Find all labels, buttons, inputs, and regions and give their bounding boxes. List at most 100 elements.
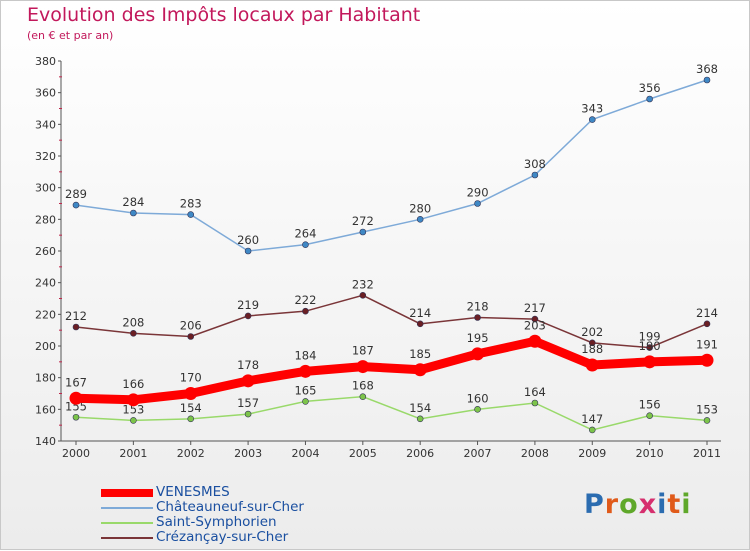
- data-label: 153: [122, 402, 144, 416]
- data-label: 156: [639, 398, 661, 412]
- legend-swatch: [101, 489, 153, 497]
- data-label: 260: [237, 233, 259, 247]
- data-label: 272: [352, 214, 374, 228]
- data-point: [359, 228, 367, 236]
- data-label: 208: [122, 315, 144, 329]
- logo-letter: o: [619, 489, 639, 520]
- data-point: [187, 211, 195, 218]
- data-label: 290: [467, 186, 489, 200]
- data-label: 217: [524, 301, 546, 315]
- data-point: [244, 410, 252, 418]
- data-label: 153: [696, 402, 718, 416]
- series-line: [71, 336, 712, 405]
- data-label: 178: [237, 358, 259, 372]
- data-point: [298, 364, 312, 378]
- data-point: [588, 339, 596, 347]
- y-tick-label: 340: [35, 118, 56, 131]
- data-label: 187: [352, 344, 374, 358]
- data-point: [359, 393, 367, 400]
- data-point: [703, 320, 711, 328]
- data-point: [184, 387, 198, 400]
- data-point: [471, 347, 485, 361]
- data-point: [646, 95, 653, 103]
- series-line: [75, 395, 708, 431]
- data-point: [643, 355, 657, 369]
- data-label: 212: [65, 309, 87, 323]
- logo-letter: i: [657, 489, 668, 520]
- data-label: 185: [409, 347, 431, 361]
- data-label: 368: [696, 62, 718, 76]
- data-point: [413, 363, 427, 377]
- x-tick-label: 2001: [119, 447, 147, 460]
- data-point: [302, 398, 309, 405]
- data-point: [130, 417, 137, 424]
- data-label: 284: [122, 195, 144, 209]
- x-tick-label: 2002: [177, 447, 205, 460]
- x-tick-label: 2009: [578, 447, 606, 460]
- data-point: [244, 247, 252, 255]
- y-tick-label: 260: [35, 245, 56, 258]
- data-point: [531, 315, 539, 323]
- data-point: [187, 333, 195, 340]
- legend-label: VENESMES: [156, 484, 230, 500]
- data-label: 206: [180, 319, 202, 333]
- data-label: 232: [352, 277, 374, 291]
- chart-subtitle: (en € et par an): [27, 29, 114, 42]
- data-point: [474, 406, 481, 413]
- data-label: 289: [65, 187, 87, 201]
- data-label: 356: [639, 81, 661, 95]
- y-tick-label: 380: [35, 55, 56, 68]
- data-label: 219: [237, 298, 259, 312]
- data-label: 214: [696, 306, 718, 320]
- data-point: [72, 413, 80, 421]
- data-label: 165: [294, 383, 316, 397]
- data-label: 214: [409, 306, 431, 320]
- series-line: [75, 294, 708, 349]
- data-point: [72, 201, 80, 209]
- y-tick-label: 240: [35, 277, 56, 290]
- data-point: [302, 241, 309, 248]
- data-label: 308: [524, 157, 546, 171]
- proxiti-logo: Proxiti: [584, 489, 692, 520]
- data-label: 184: [294, 348, 316, 362]
- legend-label: Crézançay-sur-Cher: [156, 529, 289, 545]
- data-label: 222: [294, 293, 316, 307]
- logo-letter: x: [638, 489, 658, 520]
- logo-letter: t: [667, 489, 682, 520]
- legend-swatch: [101, 507, 153, 509]
- data-label: 166: [122, 377, 144, 391]
- data-label: 218: [467, 300, 489, 314]
- data-point: [588, 426, 596, 434]
- data-label: 147: [581, 412, 603, 426]
- y-tick-label: 300: [35, 182, 56, 195]
- logo-letter: r: [604, 489, 620, 520]
- data-point: [302, 307, 309, 315]
- logo-letter: P: [584, 489, 605, 520]
- data-point: [703, 76, 711, 84]
- data-point: [703, 417, 711, 424]
- data-label: 191: [696, 337, 718, 351]
- data-point: [130, 330, 137, 337]
- data-point: [416, 320, 424, 328]
- series-cr-zan-ay-sur-cher: 212 208 206 219 222 232 214 218 217 202 199 214: [65, 277, 718, 351]
- series-line: [75, 79, 708, 252]
- y-tick-label: 280: [35, 213, 56, 226]
- data-point: [585, 358, 599, 372]
- data-label: 195: [467, 331, 489, 345]
- x-tick-label: 2008: [521, 447, 549, 460]
- series-ch-teauneuf-sur-cher: 289 284 283 260 264 272 280 290 308 343 356 368: [65, 62, 718, 255]
- data-label: 190: [639, 339, 661, 353]
- data-label: 264: [294, 227, 316, 241]
- y-tick-label: 140: [35, 435, 56, 448]
- data-label: 164: [524, 385, 546, 399]
- data-point: [588, 116, 596, 123]
- data-point: [646, 344, 653, 351]
- data-label: 188: [581, 342, 603, 356]
- data-label: 160: [467, 391, 489, 405]
- x-tick-label: 2004: [291, 447, 319, 460]
- data-label: 170: [180, 371, 202, 385]
- x-tick-label: 2010: [636, 447, 664, 460]
